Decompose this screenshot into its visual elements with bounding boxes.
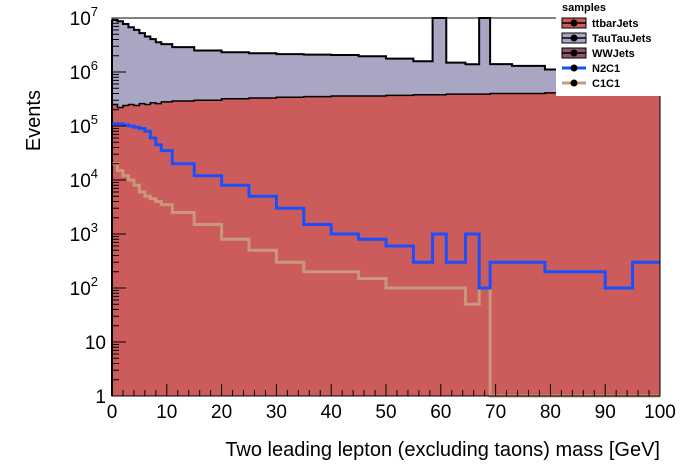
plot-areas xyxy=(112,18,660,396)
y-axis-title: Events xyxy=(23,90,45,151)
legend-label-tautaujets: TauTauJets xyxy=(592,33,652,45)
legend-label-wwjets: WWJets xyxy=(592,48,635,60)
legend-marker-tautaujets xyxy=(570,34,578,42)
y-tick-label: 104 xyxy=(70,166,98,192)
x-tick-label: 10 xyxy=(156,402,177,423)
x-tick-label: 20 xyxy=(211,402,232,423)
y-axis: 1 10 102 103 104 105 106 107 xyxy=(70,4,126,408)
x-tick-label: 100 xyxy=(644,402,676,423)
x-axis-title: Two leading lepton (excluding taons) mas… xyxy=(225,439,660,461)
legend-label-ttbarjets: ttbarJets xyxy=(592,18,638,30)
x-tick-label: 80 xyxy=(540,402,561,423)
y-tick-label: 107 xyxy=(70,4,98,30)
y-tick-label: 10 xyxy=(85,333,106,354)
x-tick-label: 0 xyxy=(107,402,118,423)
series-outline-ttbarjets xyxy=(112,92,660,109)
y-tick-label: 106 xyxy=(70,58,98,84)
x-tick-label: 50 xyxy=(375,402,396,423)
series-outline-tautaujets xyxy=(112,17,660,78)
legend-label-c1c1: C1C1 xyxy=(592,78,620,90)
x-tick-label: 70 xyxy=(485,402,506,423)
x-tick-label: 30 xyxy=(266,402,287,423)
legend-marker-c1c1 xyxy=(570,79,578,87)
legend-label-n2c1: N2C1 xyxy=(592,63,620,75)
y-tick-label: 1 xyxy=(95,387,106,408)
x-tick-label: 90 xyxy=(595,402,616,423)
legend: samples ttbarJets TauTauJets WWJets N2C1 C1C… xyxy=(556,0,696,96)
legend-marker-wwjets xyxy=(570,49,578,57)
series-line-c1c1 xyxy=(112,162,660,398)
legend-marker-n2c1 xyxy=(570,64,578,72)
legend-marker-ttbarjets xyxy=(570,19,578,27)
x-tick-label: 40 xyxy=(321,402,342,423)
legend-entries: ttbarJets TauTauJets WWJets N2C1 C1C1 xyxy=(561,17,652,90)
y-tick-label: 103 xyxy=(70,220,98,246)
y-tick-label: 102 xyxy=(70,274,98,300)
x-axis: 0 10 20 30 40 50 60 70 80 90 100 xyxy=(107,384,676,423)
x-tick-label: 60 xyxy=(430,402,451,423)
series-line-n2c1 xyxy=(112,122,660,290)
legend-title: samples xyxy=(562,2,606,14)
y-tick-label: 105 xyxy=(70,112,98,138)
